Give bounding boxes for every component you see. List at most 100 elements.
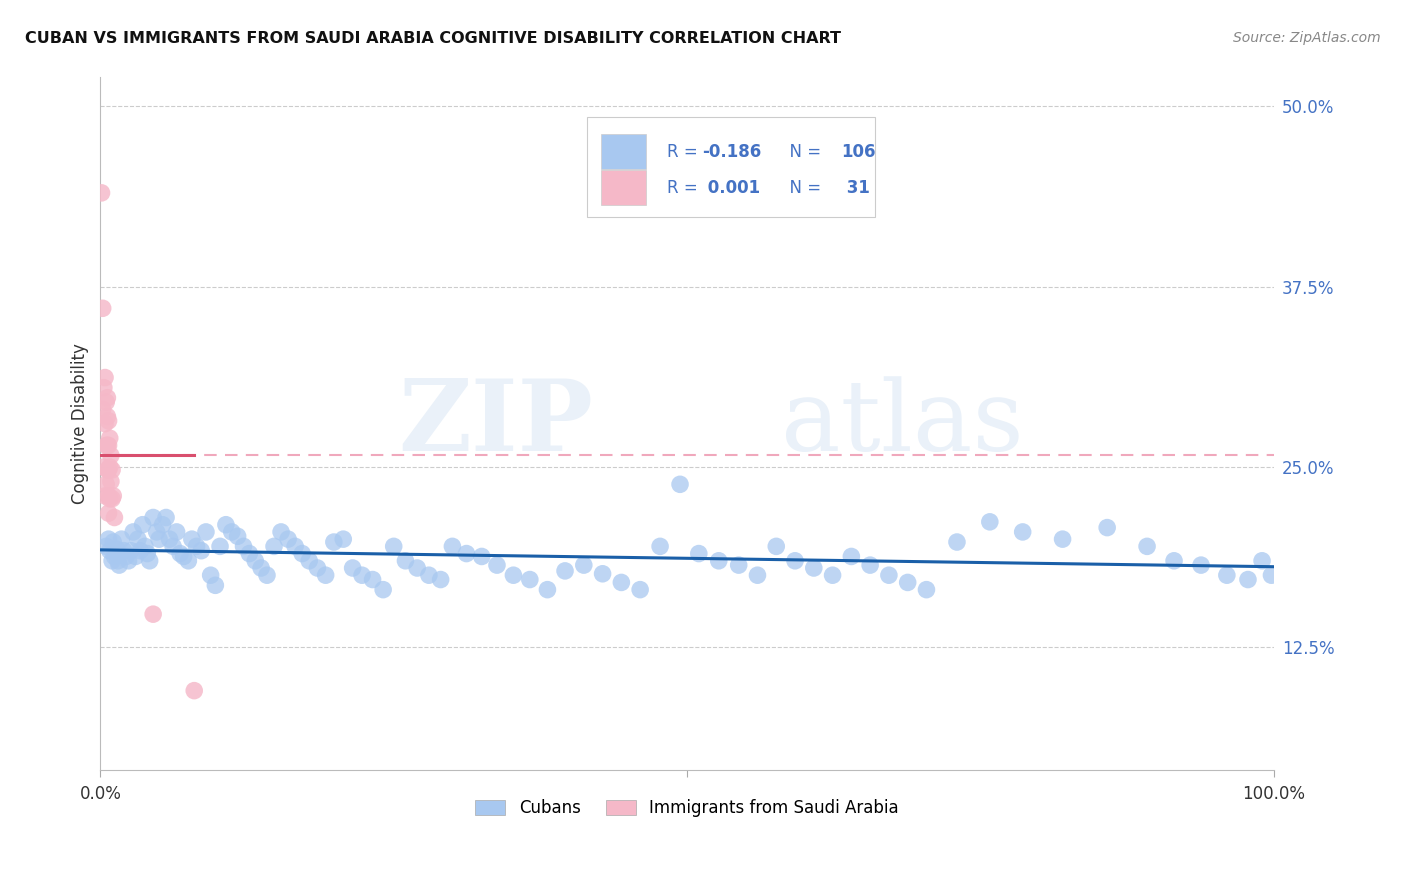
- Point: [97, 438, 120, 452]
- Text: N =: N =: [779, 178, 825, 196]
- Point: [112, 543, 135, 558]
- Point: [946, 535, 969, 549]
- Point: [406, 561, 429, 575]
- Point: [93, 381, 115, 395]
- Point: [90, 186, 112, 200]
- Point: [103, 510, 125, 524]
- Point: [298, 554, 321, 568]
- Point: [94, 370, 117, 384]
- Point: [382, 540, 405, 554]
- Point: [120, 543, 142, 558]
- Point: [250, 561, 273, 575]
- Point: [145, 524, 167, 539]
- Point: [821, 568, 844, 582]
- Point: [127, 532, 149, 546]
- Point: [115, 549, 138, 564]
- Point: [169, 547, 191, 561]
- Point: [1011, 524, 1033, 539]
- Point: [136, 547, 159, 561]
- Point: [572, 558, 595, 573]
- Text: -0.186: -0.186: [703, 143, 762, 161]
- Point: [103, 549, 125, 564]
- Point: [131, 517, 153, 532]
- Text: 0.001: 0.001: [703, 178, 761, 196]
- FancyBboxPatch shape: [588, 117, 875, 218]
- Point: [162, 540, 184, 554]
- Legend: Cubans, Immigrants from Saudi Arabia: Cubans, Immigrants from Saudi Arabia: [468, 793, 905, 824]
- Point: [284, 540, 307, 554]
- Point: [979, 515, 1001, 529]
- Point: [897, 575, 920, 590]
- Point: [98, 543, 121, 558]
- Point: [1237, 573, 1260, 587]
- Point: [747, 568, 769, 582]
- Point: [277, 532, 299, 546]
- Point: [98, 460, 121, 475]
- Point: [688, 547, 710, 561]
- Point: [96, 409, 118, 424]
- Point: [471, 549, 494, 564]
- Point: [166, 524, 188, 539]
- Point: [803, 561, 825, 575]
- Point: [98, 431, 121, 445]
- Point: [648, 540, 671, 554]
- Point: [101, 491, 124, 506]
- Point: [1136, 540, 1159, 554]
- Point: [322, 535, 344, 549]
- Point: [107, 554, 129, 568]
- Point: [124, 549, 146, 564]
- Point: [1189, 558, 1212, 573]
- Point: [610, 575, 633, 590]
- Point: [138, 554, 160, 568]
- Point: [122, 524, 145, 539]
- Text: R =: R =: [666, 143, 703, 161]
- Point: [877, 568, 900, 582]
- Point: [101, 463, 124, 477]
- Point: [96, 438, 118, 452]
- Point: [117, 554, 139, 568]
- Point: [429, 573, 451, 587]
- FancyBboxPatch shape: [602, 134, 645, 169]
- Text: Source: ZipAtlas.com: Source: ZipAtlas.com: [1233, 31, 1381, 45]
- Point: [209, 540, 232, 554]
- Text: R =: R =: [666, 178, 703, 196]
- Point: [270, 524, 292, 539]
- Point: [332, 532, 354, 546]
- Point: [707, 554, 730, 568]
- Point: [177, 554, 200, 568]
- Point: [204, 578, 226, 592]
- Point: [418, 568, 440, 582]
- Point: [1095, 520, 1118, 534]
- Point: [142, 607, 165, 622]
- Point: [186, 540, 208, 554]
- Point: [536, 582, 558, 597]
- Point: [103, 535, 125, 549]
- Point: [190, 543, 212, 558]
- Point: [592, 566, 614, 581]
- Point: [519, 573, 541, 587]
- Point: [194, 524, 217, 539]
- Point: [134, 540, 156, 554]
- Point: [98, 491, 121, 506]
- Point: [291, 547, 314, 561]
- Point: [110, 532, 132, 546]
- Point: [215, 517, 238, 532]
- Point: [142, 510, 165, 524]
- Point: [183, 683, 205, 698]
- Point: [1216, 568, 1239, 582]
- Point: [485, 558, 508, 573]
- Point: [1251, 554, 1274, 568]
- Point: [159, 532, 181, 546]
- Point: [1052, 532, 1074, 546]
- Point: [456, 547, 478, 561]
- Point: [394, 554, 416, 568]
- Point: [97, 414, 120, 428]
- Point: [783, 554, 806, 568]
- Point: [96, 438, 118, 452]
- Point: [245, 554, 267, 568]
- Point: [841, 549, 863, 564]
- Point: [1260, 568, 1282, 582]
- Y-axis label: Cognitive Disability: Cognitive Disability: [72, 343, 89, 504]
- FancyBboxPatch shape: [602, 170, 645, 205]
- Point: [96, 391, 118, 405]
